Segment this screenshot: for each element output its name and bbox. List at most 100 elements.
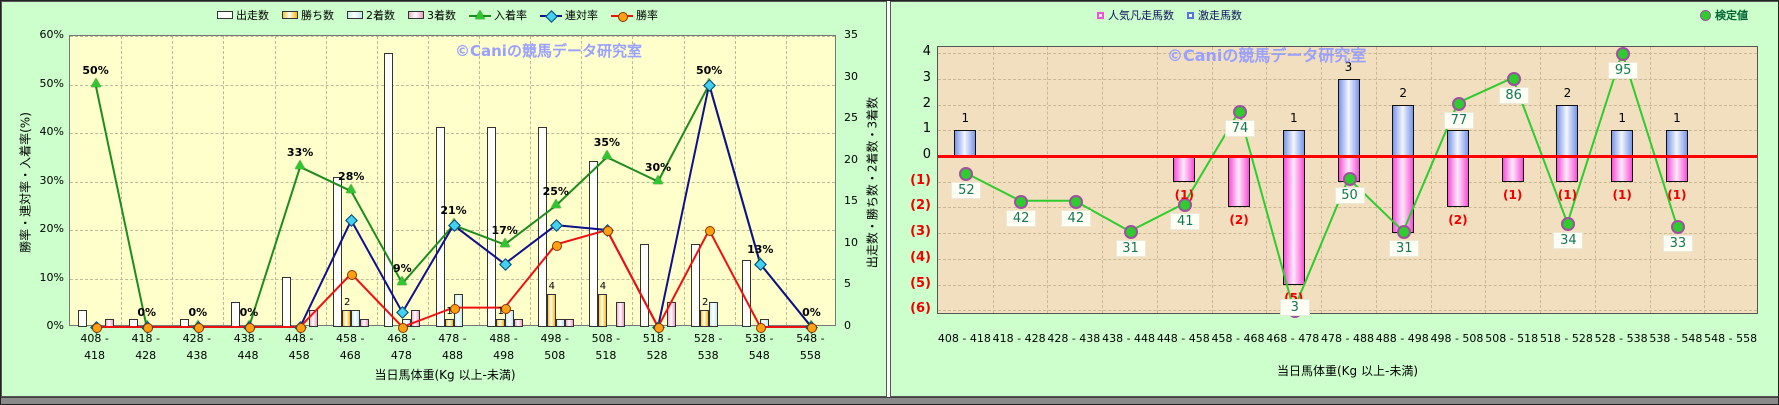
y-axis-tick: (1) xyxy=(910,172,931,188)
bar-勝ち数 xyxy=(546,293,556,327)
x-category-label: 458 xyxy=(288,349,310,362)
x-category-label: 458 - 468 xyxy=(1211,332,1265,345)
x-category-label: 478 - xyxy=(438,332,467,345)
triangle-marker xyxy=(475,9,485,19)
y-axis-tick: (3) xyxy=(910,224,931,240)
legend-label: 出走数 xyxy=(236,9,269,22)
rate-data-label: 9% xyxy=(393,262,412,276)
x-category-label: 508 - 518 xyxy=(1485,332,1539,345)
kentei-value-label: 33 xyxy=(1662,234,1693,252)
legend-label: 2着数 xyxy=(366,9,395,22)
bar-出走数 xyxy=(640,243,650,327)
kentei-value-label: 31 xyxy=(1115,240,1146,258)
legend-item-3着数: 3着数 xyxy=(408,7,456,23)
bar-出走数 xyxy=(537,127,547,327)
bar-出走数 xyxy=(691,243,701,327)
y-axis-tick-right: 25 xyxy=(844,111,858,125)
kentei-dot-marker xyxy=(1123,225,1138,240)
rate-data-label: 30% xyxy=(644,160,672,174)
y-axis-tick-left: 40% xyxy=(39,125,64,138)
v-gridline xyxy=(1102,47,1104,313)
kentei-dot-marker xyxy=(1233,105,1248,120)
triangle-marker xyxy=(346,184,357,194)
bar-出走数 xyxy=(588,160,598,327)
legend-item-勝ち数: 勝ち数 xyxy=(282,7,334,23)
y-axis-tick-right: 15 xyxy=(844,194,858,208)
bar-count-label: 2 xyxy=(1399,85,1408,100)
x-category-label: 488 - xyxy=(489,332,518,345)
y-axis-tick-left: 0% xyxy=(46,319,64,332)
circle-marker xyxy=(449,303,460,314)
kentei-dot-marker xyxy=(1616,46,1631,61)
v-gridline xyxy=(427,36,429,325)
legend-item-人気凡走馬数: 人気凡走馬数 xyxy=(1097,7,1174,23)
triangle-marker xyxy=(397,276,408,286)
y-axis-tick-right: 35 xyxy=(844,28,858,41)
bar-count-label: 1 xyxy=(1289,111,1298,126)
circle-marker xyxy=(244,323,255,333)
bar-count-label: 1 xyxy=(446,305,453,317)
v-gridline xyxy=(1375,47,1377,313)
legend-label: 3着数 xyxy=(427,9,456,22)
triangle-marker xyxy=(295,159,306,169)
bar-勝ち数 xyxy=(495,318,505,327)
x-category-label: 418 xyxy=(84,349,106,362)
x-category-label: 508 xyxy=(544,349,566,362)
v-gridline xyxy=(785,36,787,325)
y-axis-tick: 3 xyxy=(922,69,931,85)
x-category-label: 498 xyxy=(493,349,515,362)
v-gridline xyxy=(992,47,994,313)
y-axis-tick: (6) xyxy=(910,301,931,317)
kentei-dot-marker xyxy=(1451,96,1466,111)
x-category-label: 488 - 498 xyxy=(1375,332,1429,345)
kentei-value-label: 34 xyxy=(1553,232,1584,250)
circle-marker xyxy=(500,303,511,314)
rate-data-label: 28% xyxy=(338,170,365,184)
v-gridline xyxy=(1047,47,1049,313)
x-category-label: 448 - 458 xyxy=(1156,332,1210,345)
bar-count-label: 3 xyxy=(1344,59,1353,74)
v-gridline xyxy=(325,36,327,325)
x-category-label: 408 - xyxy=(80,332,109,345)
circle-marker xyxy=(142,323,153,333)
legend-label: 激走馬数 xyxy=(1198,9,1242,22)
x-category-label: 428 - xyxy=(182,332,212,345)
x-category-label: 498 - 508 xyxy=(1430,332,1484,345)
x-category-label: 488 xyxy=(442,349,463,362)
circle-marker xyxy=(807,323,818,333)
right-chart-legend: 人気凡走馬数 激走馬数 xyxy=(951,7,1401,23)
y-axis-tick-left: 50% xyxy=(39,76,64,90)
right-chart-plot-area: 1(1)(2)1(5)3(1)2(3)1(2)(1)2(1)1(1)1(1)52… xyxy=(937,46,1758,318)
triangle-marker xyxy=(499,237,510,247)
v-gridline xyxy=(1211,47,1213,313)
y-axis-tick-right: 20 xyxy=(844,152,858,166)
x-category-label: 558 xyxy=(799,349,821,362)
v-gridline xyxy=(1485,47,1487,313)
bar-出走数 xyxy=(384,52,394,327)
y-axis-tick-right: 10 xyxy=(844,235,858,249)
bar-3着数 xyxy=(309,310,319,327)
x-category-label: 438 xyxy=(186,349,208,362)
legend-3着数-bar-icon xyxy=(408,11,424,19)
kentei-value-label: 50 xyxy=(1334,187,1365,205)
x-category-label: 548 xyxy=(748,349,770,362)
h-gridline xyxy=(938,233,1757,235)
x-category-label: 548 - 558 xyxy=(1704,332,1758,345)
x-category-label: 528 xyxy=(646,349,668,362)
kentei-dot-marker xyxy=(1178,197,1193,212)
v-gridline xyxy=(274,36,276,325)
legend-2着数-bar-icon xyxy=(347,11,363,19)
y-axis-tick: 1 xyxy=(922,121,931,137)
bar-3着数 xyxy=(513,318,523,327)
y-axis-tick: 4 xyxy=(922,44,931,60)
legend-item-連対率: 連対率 xyxy=(540,7,598,23)
left-chart-legend: 出走数 勝ち数 2着数 3着数 入着率 連対率 勝率 xyxy=(2,7,886,23)
zero-line xyxy=(938,155,1757,158)
x-category-label: 548 - xyxy=(796,332,825,345)
legend-label: 勝率 xyxy=(636,9,658,22)
v-gridline xyxy=(1594,47,1596,313)
bar-勝ち数 xyxy=(342,310,352,327)
rate-data-label: 0% xyxy=(239,306,259,319)
bar-neg-label: (2) xyxy=(1229,213,1249,228)
v-gridline xyxy=(1430,47,1432,313)
